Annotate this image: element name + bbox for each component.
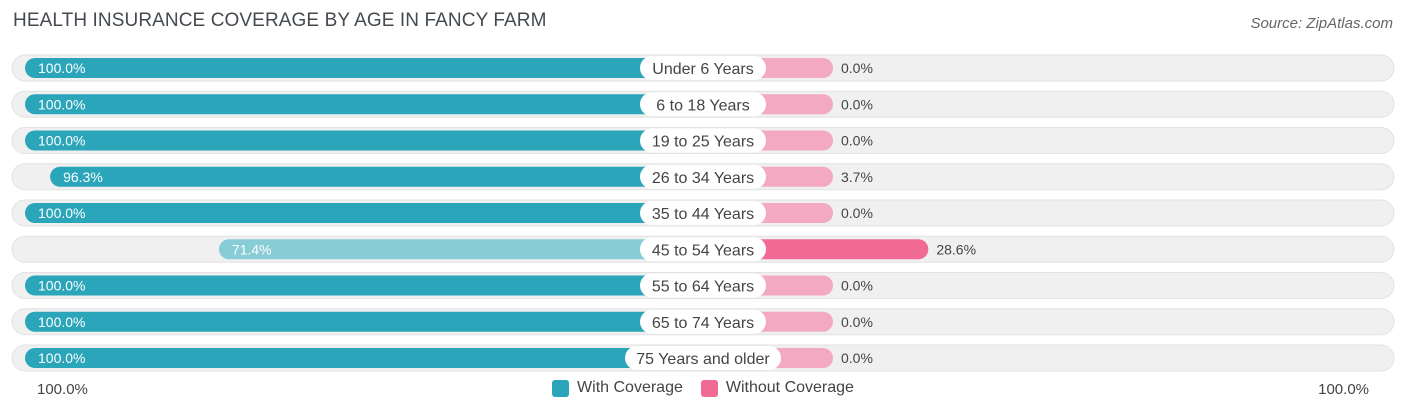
category-pill-45-to-54-years	[640, 237, 766, 262]
category-label-26-to-34-years: 26 to 34 Years	[652, 170, 754, 187]
with-coverage-value-19-to-25-years: 100.0%	[38, 133, 85, 149]
with-coverage-bar-6-to-18-years	[25, 94, 703, 115]
category-pill-19-to-25-years	[640, 128, 766, 153]
legend-with-coverage[interactable]: With Coverage	[552, 379, 683, 397]
without-coverage-value-under-6-years: 0.0%	[841, 60, 873, 76]
without-coverage-value-45-to-54-years: 28.6%	[936, 241, 976, 257]
with-coverage-bar-55-to-64-years	[25, 275, 703, 296]
legend-without-label: Without Coverage	[725, 379, 854, 396]
category-pill-75-years-and-older	[625, 346, 781, 370]
with-coverage-value-75-years-and-older: 100.0%	[38, 350, 85, 366]
chart-area: 100.0% 0.0% Under 6 Years 100.0% 0.0% 6 to 18…	[11, 54, 1395, 372]
with-coverage-bar-35-to-44-years	[25, 203, 703, 223]
category-pill-65-to-74-years	[640, 309, 766, 334]
with-coverage-bar-26-to-34-years	[50, 166, 703, 187]
with-coverage-value-65-to-74-years: 100.0%	[38, 314, 85, 330]
axis-left-label: 100.0%	[37, 381, 88, 398]
without-coverage-value-75-years-and-older: 0.0%	[841, 350, 873, 366]
without-coverage-value-26-to-34-years: 3.7%	[841, 169, 873, 185]
with-coverage-value-55-to-64-years: 100.0%	[38, 278, 85, 294]
chart-title: HEALTH INSURANCE COVERAGE BY AGE IN FANC…	[13, 10, 547, 31]
source-label: Source: ZipAtlas.com	[1250, 15, 1393, 32]
without-coverage-value-35-to-44-years: 0.0%	[841, 205, 873, 221]
legend: With Coverage Without Coverage	[0, 379, 1406, 397]
without-coverage-value-6-to-18-years: 0.0%	[841, 96, 873, 112]
category-pill-35-to-44-years	[640, 201, 766, 225]
category-label-75-years-and-older: 75 Years and older	[636, 351, 770, 368]
with-coverage-bar-75-years-and-older	[25, 348, 703, 368]
with-coverage-bar-19-to-25-years	[25, 130, 703, 151]
category-label-55-to-64-years: 55 to 64 Years	[652, 279, 754, 296]
without-coverage-value-55-to-64-years: 0.0%	[841, 278, 873, 294]
with-coverage-bar-under-6-years	[25, 58, 703, 78]
legend-without-coverage[interactable]: Without Coverage	[700, 379, 854, 397]
axis-right-label: 100.0%	[1318, 381, 1369, 398]
legend-without-swatch	[700, 379, 718, 397]
without-coverage-value-19-to-25-years: 0.0%	[841, 133, 873, 149]
with-coverage-value-26-to-34-years: 96.3%	[63, 169, 103, 185]
category-pill-55-to-64-years	[640, 273, 766, 298]
legend-with-swatch	[552, 379, 570, 397]
category-label-45-to-54-years: 45 to 54 Years	[652, 242, 754, 259]
with-coverage-bar-45-to-54-years	[218, 239, 703, 260]
category-label-35-to-44-years: 35 to 44 Years	[652, 206, 754, 223]
category-pill-under-6-years	[640, 56, 766, 80]
category-label-under-6-years: Under 6 Years	[652, 61, 753, 78]
category-label-65-to-74-years: 65 to 74 Years	[652, 315, 754, 332]
with-coverage-value-45-to-54-years: 71.4%	[232, 241, 272, 257]
with-coverage-value-6-to-18-years: 100.0%	[38, 96, 85, 112]
category-label-19-to-25-years: 19 to 25 Years	[652, 134, 754, 151]
category-pill-6-to-18-years	[640, 92, 766, 117]
with-coverage-value-35-to-44-years: 100.0%	[38, 205, 85, 221]
with-coverage-bar-65-to-74-years	[25, 311, 703, 332]
without-coverage-value-65-to-74-years: 0.0%	[841, 314, 873, 330]
category-pill-26-to-34-years	[640, 164, 766, 189]
with-coverage-value-under-6-years: 100.0%	[38, 60, 85, 76]
category-label-6-to-18-years: 6 to 18 Years	[656, 97, 749, 114]
legend-with-label: With Coverage	[577, 379, 683, 396]
